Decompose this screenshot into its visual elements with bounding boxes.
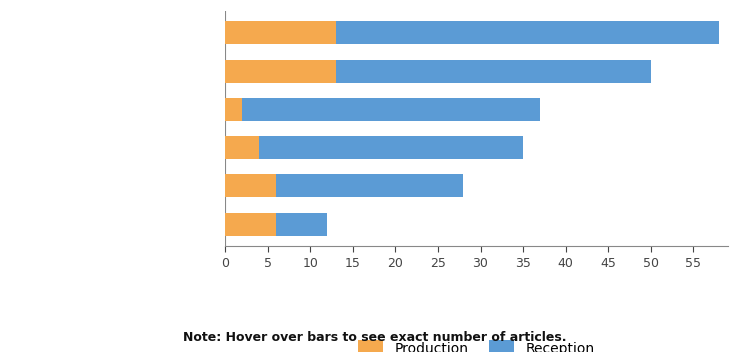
Bar [225,59,336,82]
Bar [276,213,327,236]
Legend: Production, Reception: Production, Reception [352,335,600,352]
Bar [276,175,464,197]
Bar [225,136,259,159]
Bar [225,98,242,121]
Bar [225,21,336,44]
Bar [225,175,276,197]
Bar [336,21,719,44]
Bar [242,98,540,121]
Text: Note: Hover over bars to see exact number of articles.: Note: Hover over bars to see exact numbe… [183,332,567,344]
Bar [259,136,523,159]
Bar [225,213,276,236]
Bar [336,59,651,82]
